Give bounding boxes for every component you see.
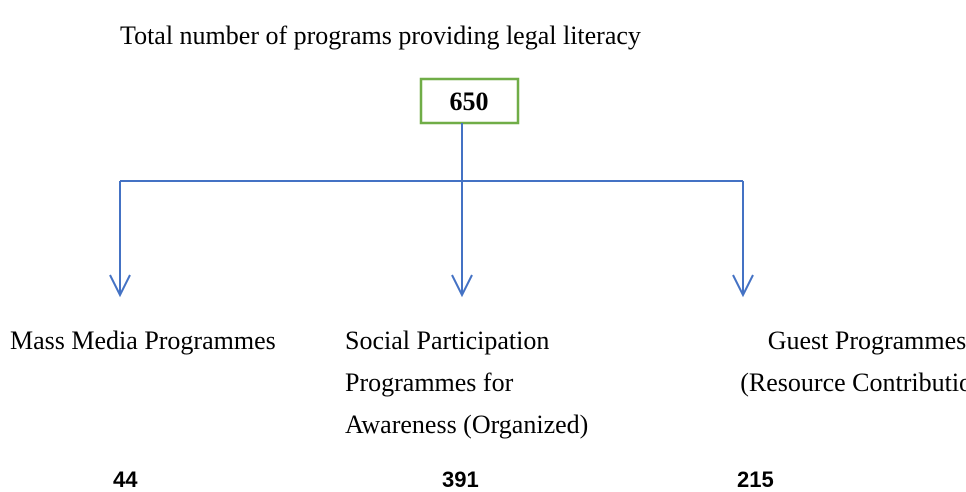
node-value: 44 — [113, 467, 138, 492]
node-label: (Resource Contribution) — [740, 368, 966, 397]
node-label: Guest Programmes — [768, 326, 966, 355]
node-label: Social Participation — [345, 326, 549, 355]
node-label: Awareness (Organized) — [345, 410, 588, 439]
title: Total number of programs providing legal… — [120, 21, 641, 50]
node-label: Mass Media Programmes — [10, 326, 276, 355]
root-box — [419, 77, 520, 125]
node-label: Programmes for — [345, 368, 514, 397]
connectors — [109, 123, 754, 298]
root-value: 650 — [450, 87, 489, 116]
arrowhead — [109, 274, 131, 298]
node-value: 215 — [737, 467, 774, 492]
node-value: 391 — [442, 467, 479, 492]
arrowhead — [451, 274, 473, 298]
arrowhead — [732, 274, 754, 298]
